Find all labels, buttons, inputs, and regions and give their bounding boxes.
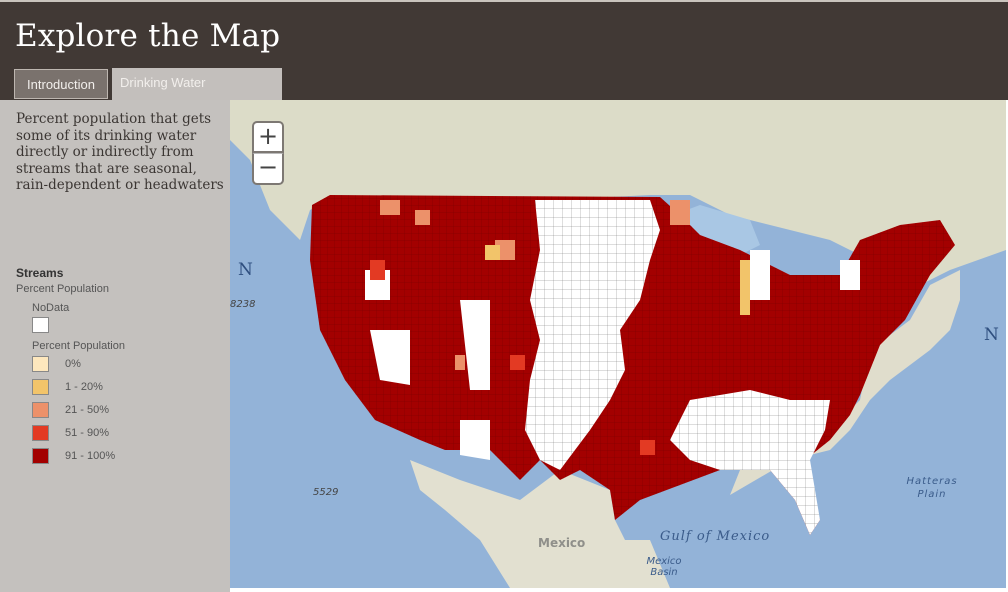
legend-item: 51 - 90% — [32, 424, 109, 442]
legend-item: 21 - 50% — [32, 401, 109, 419]
east-coast-land — [730, 270, 960, 495]
legend-swatch-nodata — [32, 317, 49, 333]
map-label-depth-west: 8238 — [230, 299, 256, 310]
tab-introduction[interactable]: Introduction — [14, 69, 108, 99]
legend-swatch — [32, 356, 49, 372]
legend-item: 91 - 100% — [32, 447, 115, 465]
legend-item-label: 91 - 100% — [65, 450, 116, 462]
us-counties-nodata-west — [365, 250, 860, 460]
legend-item-label: 0% — [65, 358, 81, 370]
legend-nodata-label: NoData — [32, 302, 70, 314]
map-description: Percent population that gets some of its… — [16, 111, 224, 193]
map-label-n-west: N — [238, 260, 253, 280]
us-counties-51-90 — [370, 260, 655, 455]
mexico-land — [410, 460, 670, 588]
legend-swatch — [32, 402, 49, 418]
map-label-depth-south: 5529 — [313, 487, 339, 498]
legend-item-label: 51 - 90% — [65, 427, 110, 439]
legend-swatch — [32, 425, 49, 441]
map-label-mexico-basin: Mexico Basin — [646, 556, 682, 578]
legend-field: Percent Population — [16, 283, 109, 295]
tab-drinking-water[interactable]: Drinking Water — [112, 68, 282, 100]
legend-item-label: 1 - 20% — [65, 381, 103, 393]
legend-swatch — [32, 448, 49, 464]
page-title: Explore the Map — [15, 18, 281, 54]
legend-class-title: Percent Population — [32, 340, 125, 352]
sidebar: Percent population that gets some of its… — [0, 100, 230, 592]
zoom-out-button[interactable]: − — [252, 153, 284, 185]
legend-item: 1 - 20% — [32, 378, 103, 396]
legend-item: 0% — [32, 355, 81, 373]
canada-land — [230, 100, 1006, 285]
map-label-n-east: N — [984, 325, 999, 345]
map-label-hatteras-plain: Hatteras Plain — [906, 476, 958, 500]
map-label-mexico: Mexico — [538, 536, 586, 550]
map-view[interactable]: N 8238 5529 Mexico Gulf of Mexico Mexico… — [230, 100, 1006, 588]
map-label-gulf-of-mexico: Gulf of Mexico — [660, 529, 771, 544]
legend-layer-title: Streams — [16, 266, 64, 280]
legend-swatch — [32, 379, 49, 395]
basemap — [230, 100, 1006, 588]
legend-item-label: 21 - 50% — [65, 404, 110, 416]
zoom-in-button[interactable]: + — [252, 121, 284, 153]
